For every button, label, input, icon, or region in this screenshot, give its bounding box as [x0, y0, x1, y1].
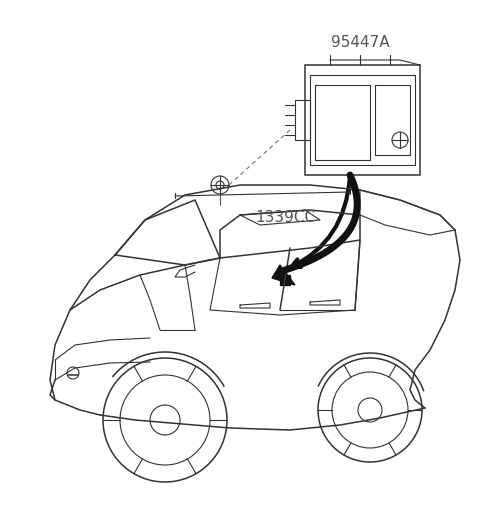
Text: 1339CC: 1339CC: [255, 210, 315, 225]
Polygon shape: [272, 265, 295, 285]
Text: 95447A: 95447A: [331, 35, 389, 50]
FancyArrowPatch shape: [292, 178, 350, 267]
Bar: [280, 275, 290, 285]
